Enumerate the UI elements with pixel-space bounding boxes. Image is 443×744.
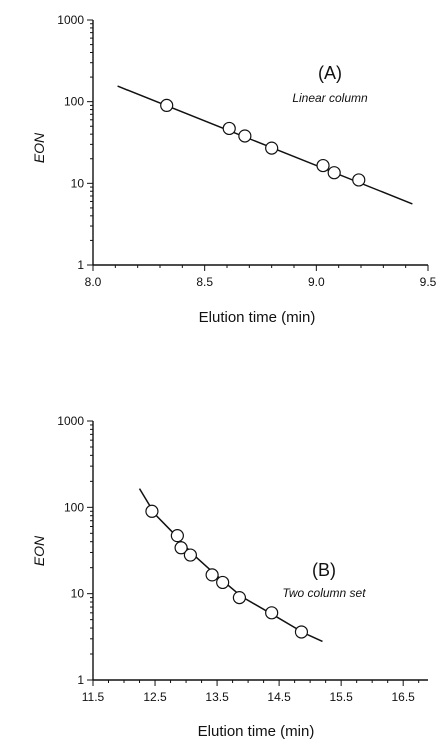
panel-b-ylabel: EON: [31, 535, 47, 566]
data-point: [170, 529, 184, 543]
panel-a-label: (A): [318, 63, 342, 83]
panel-a-annotation: Linear column: [292, 91, 368, 105]
data-point: [174, 541, 188, 555]
panel-b-plot: [138, 488, 323, 643]
data-point: [352, 173, 366, 187]
panel-b-ticks: 11.5 12.5 13.5 14.5 15.5 16.5 1 10 100 1000: [57, 414, 420, 704]
panel-b-xlabel: Elution time (min): [198, 723, 315, 740]
data-point: [183, 548, 197, 562]
data-point: [205, 568, 219, 582]
panel-a-xlabel: Elution time (min): [199, 309, 316, 326]
x-tick-label: 8.5: [196, 275, 213, 289]
panel-a: 8.0 8.5 9.0 9.5 1 10 100 1000 (A) Linear column…: [31, 13, 437, 326]
x-tick-label: 11.5: [82, 690, 105, 704]
panel-a-ticks: 8.0 8.5 9.0 9.5 1 10 100 1000: [57, 13, 436, 289]
data-point: [265, 141, 279, 155]
data-point: [316, 158, 330, 173]
panel-b-label: (B): [312, 560, 336, 580]
y-tick-label: 1: [77, 258, 84, 272]
y-tick-label: 100: [64, 500, 84, 514]
data-point: [265, 606, 279, 620]
panel-b: 11.5 12.5 13.5 14.5 15.5 16.5 1 10 100 1000 (B) T…: [31, 414, 428, 740]
x-tick-label: 8.0: [85, 275, 102, 289]
x-tick-label: 15.5: [329, 690, 353, 704]
data-point: [160, 98, 174, 113]
y-tick-label: 100: [64, 95, 84, 109]
panel-b-annotation: Two column set: [282, 586, 366, 600]
data-point: [232, 591, 247, 605]
panel-b-axes: [92, 421, 428, 681]
fit-line: [138, 488, 323, 643]
x-tick-label: 9.5: [420, 275, 437, 289]
x-tick-label: 9.0: [308, 275, 325, 289]
x-tick-label: 16.5: [392, 690, 416, 704]
data-point: [216, 575, 230, 590]
y-tick-label: 10: [71, 587, 85, 601]
data-point: [327, 166, 341, 180]
panel-a-ylabel: EON: [31, 132, 47, 163]
x-tick-label: 12.5: [143, 690, 167, 704]
x-tick-label: 14.5: [267, 690, 291, 704]
data-point: [294, 625, 309, 639]
y-tick-label: 1: [77, 673, 84, 687]
data-point: [145, 504, 159, 518]
panel-a-axes: [92, 20, 428, 266]
data-point: [238, 129, 252, 143]
y-tick-label: 1000: [57, 13, 84, 27]
panel-a-plot: [117, 85, 413, 205]
data-point: [222, 121, 236, 136]
x-tick-label: 13.5: [205, 690, 229, 704]
y-tick-label: 10: [71, 176, 85, 190]
y-tick-label: 1000: [57, 414, 84, 428]
